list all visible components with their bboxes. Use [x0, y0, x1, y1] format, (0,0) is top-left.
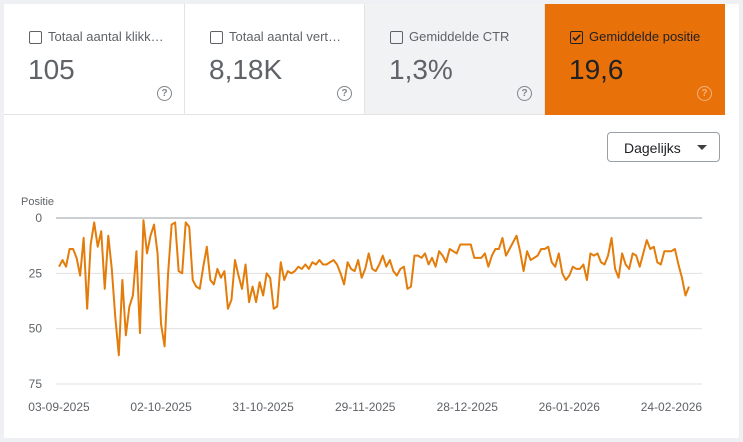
- position-line-chart: Positie 0 25 50 75 03-09-2025 02-10-2025 31-1…: [21, 196, 703, 414]
- metric-value: 8,18K: [209, 54, 283, 85]
- metric-label: Totaal aantal klikk…: [48, 29, 164, 44]
- x-tick-label: 31-10-2025: [232, 400, 294, 414]
- checkbox-icon[interactable]: [390, 31, 403, 44]
- metric-value: 1,3%: [389, 54, 453, 85]
- help-circle-icon[interactable]: ?: [337, 86, 352, 101]
- checkbox-icon[interactable]: [29, 31, 42, 44]
- x-tick-label: 29-11-2025: [335, 400, 396, 414]
- x-tick-label: 02-10-2025: [130, 400, 192, 414]
- checkbox-icon[interactable]: [210, 31, 223, 44]
- x-tick-label: 24-02-2026: [641, 400, 703, 414]
- series-line: [58, 219, 690, 357]
- checkmark-icon: [572, 34, 581, 42]
- performance-panel: Totaal aantal klikk… 105 ? Totaal aantal…: [4, 4, 739, 438]
- x-tick-label: 03-09-2025: [28, 400, 90, 414]
- metric-card-ctr[interactable]: Gemiddelde CTR 1,3% ?: [365, 4, 545, 115]
- metric-card-impressions[interactable]: Totaal aantal vert… 8,18K ?: [185, 4, 365, 115]
- metric-value: 19,6: [569, 54, 624, 85]
- help-circle-icon[interactable]: ?: [157, 86, 172, 101]
- metric-label: Totaal aantal vert…: [229, 29, 342, 44]
- granularity-dropdown[interactable]: Dagelijks: [607, 132, 720, 162]
- y-tick-label: 50: [29, 322, 43, 336]
- help-circle-icon[interactable]: ?: [517, 86, 532, 101]
- metric-card-position[interactable]: Gemiddelde positie 19,6 ?: [545, 4, 725, 115]
- granularity-label: Dagelijks: [624, 140, 681, 156]
- y-tick-label: 75: [29, 377, 43, 391]
- metric-value: 105: [28, 54, 75, 85]
- metric-card-clicks[interactable]: Totaal aantal klikk… 105 ?: [4, 4, 185, 115]
- help-circle-icon[interactable]: ?: [697, 86, 712, 101]
- y-tick-label: 25: [29, 266, 43, 280]
- metric-label: Gemiddelde CTR: [409, 29, 510, 44]
- caret-down-icon: [697, 145, 707, 150]
- x-tick-label: 28-12-2025: [437, 400, 499, 414]
- y-axis-label: Positie: [21, 196, 54, 208]
- y-tick-label: 0: [35, 211, 42, 225]
- metric-cards: Totaal aantal klikk… 105 ? Totaal aantal…: [4, 4, 739, 115]
- metric-label: Gemiddelde positie: [589, 29, 701, 44]
- x-tick-label: 26-01-2026: [539, 400, 601, 414]
- checkbox-checked-icon[interactable]: [570, 31, 583, 44]
